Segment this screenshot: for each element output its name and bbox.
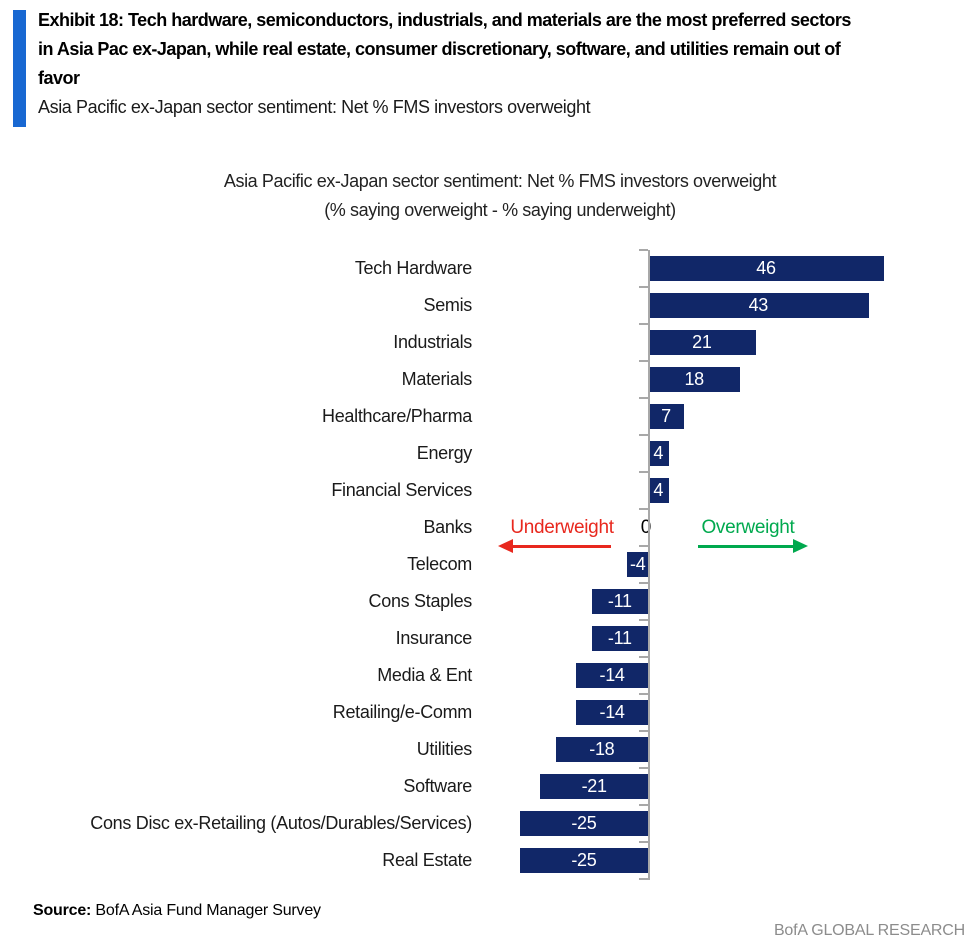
bar-value-label: 46: [756, 258, 776, 278]
bar-overweight: 4: [648, 441, 669, 466]
bar-overweight: 18: [648, 367, 741, 392]
bar-overweight: 46: [648, 256, 884, 281]
axis-tick: [639, 360, 648, 362]
axis-tick: [639, 804, 648, 806]
bofa-global-research-brand: BofA GLOBAL RESEARCH: [773, 922, 965, 939]
bar-value-label: -25: [571, 850, 597, 870]
overweight-label: Overweight: [701, 516, 795, 538]
axis-tick: [639, 841, 648, 843]
bar-value-label: 4: [653, 480, 664, 500]
bar-underweight: -18: [555, 737, 648, 762]
category-label: Banks: [423, 517, 472, 537]
exhibit-subtitle: Asia Pacific ex-Japan sector sentiment: …: [38, 97, 591, 117]
axis-tick: [639, 582, 648, 584]
bar-value-label: 7: [661, 406, 671, 426]
category-label: Healthcare/Pharma: [322, 406, 472, 426]
category-label: Retailing/e-Comm: [332, 702, 473, 722]
underweight-arrowhead-icon: [498, 539, 513, 553]
bar-underweight: -14: [576, 700, 648, 725]
category-label: Telecom: [407, 554, 472, 574]
axis-tick: [639, 730, 648, 732]
exhibit-accent-bar: [13, 10, 26, 127]
axis-tick: [639, 471, 648, 473]
bar-value-label: 18: [684, 369, 704, 389]
bar-overweight: 43: [648, 293, 869, 318]
underweight-arrow: [503, 545, 611, 548]
bar-underweight: -25: [519, 811, 648, 836]
bar-underweight: -25: [519, 848, 648, 873]
chart-title: Asia Pacific ex-Japan sector sentiment: …: [15, 167, 970, 225]
bar-value-label: 43: [748, 295, 769, 315]
source-note: Source: BofA Asia Fund Manager Survey: [33, 902, 321, 920]
source-text: BofA Asia Fund Manager Survey: [91, 902, 321, 919]
category-label: Tech Hardware: [354, 258, 472, 278]
axis-tick: [639, 619, 648, 621]
category-label: Real Estate: [382, 850, 472, 870]
category-label: Financial Services: [331, 480, 472, 500]
underweight-label: Underweight: [510, 516, 614, 538]
bar-overweight: 4: [648, 478, 669, 503]
bar-value-label: -14: [599, 702, 625, 722]
category-label: Software: [403, 776, 472, 796]
bar-value-label: -21: [581, 776, 607, 796]
bar-value-label: -4: [630, 554, 646, 574]
category-label: Cons Staples: [368, 591, 473, 611]
axis-tick: [639, 286, 648, 288]
bar-underweight: -4: [627, 552, 648, 577]
bar-value-label: -11: [607, 628, 632, 648]
overweight-arrow: [698, 545, 793, 548]
category-label: Energy: [416, 443, 473, 463]
bar-value-label: 4: [653, 443, 664, 463]
axis-tick: [639, 767, 648, 769]
bar-overweight: 7: [648, 404, 684, 429]
category-label: Utilities: [416, 739, 473, 759]
bar-value-label: -14: [599, 665, 625, 685]
bar-overweight: 21: [648, 330, 756, 355]
category-label: Cons Disc ex-Retailing (Autos/Durables/S…: [90, 813, 472, 833]
category-label: Materials: [401, 369, 473, 389]
bar-value-label: 21: [692, 332, 712, 352]
axis-tick: [639, 508, 648, 510]
category-label: Semis: [423, 295, 472, 315]
axis-tick: [639, 545, 648, 547]
bar-underweight: -14: [576, 663, 648, 688]
exhibit-title-line-1: Exhibit 18: Tech hardware, semiconductor…: [38, 10, 851, 30]
zero-axis-line: [648, 250, 650, 880]
overweight-arrowhead-icon: [793, 539, 808, 553]
exhibit-header: Exhibit 18: Tech hardware, semiconductor…: [38, 6, 963, 122]
chart-title-line-1: Asia Pacific ex-Japan sector sentiment: …: [223, 171, 777, 191]
axis-tick: [639, 249, 648, 251]
bar-underweight: -21: [540, 774, 648, 799]
axis-tick: [639, 323, 648, 325]
category-label: Industrials: [393, 332, 472, 352]
bar-underweight: -11: [591, 589, 648, 614]
bar-value-label: -11: [607, 591, 632, 611]
exhibit-title-line-3: favor: [38, 68, 80, 88]
bar-value-label: -25: [571, 813, 597, 833]
axis-tick: [639, 397, 648, 399]
axis-tick: [639, 693, 648, 695]
chart-title-line-2: (% saying overweight - % saying underwei…: [324, 200, 676, 220]
bar-underweight: -11: [591, 626, 648, 651]
category-label: Insurance: [395, 628, 473, 648]
bar-value-label: -18: [589, 739, 615, 759]
source-label: Source:: [33, 902, 92, 919]
axis-tick: [639, 434, 648, 436]
axis-tick: [639, 656, 648, 658]
zero-value-label: 0: [640, 516, 652, 538]
plot-area: Underweight Overweight Tech Hardware 46 Se…: [0, 249, 970, 882]
exhibit-title-line-2: in Asia Pac ex-Japan, while real estate,…: [38, 39, 841, 59]
category-label: Media & Ent: [377, 665, 472, 685]
axis-tick: [639, 878, 648, 880]
